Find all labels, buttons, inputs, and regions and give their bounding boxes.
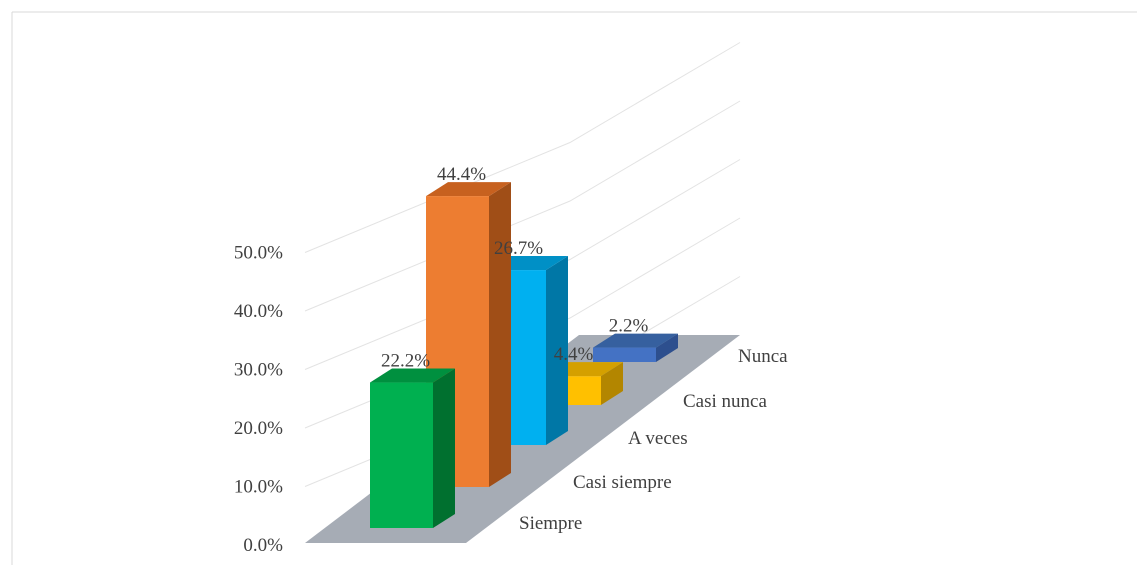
- bar-side: [433, 368, 455, 528]
- data-labels: 22.2% 44.4% 26.7% 4.4% 2.2%: [381, 164, 649, 371]
- category-label: Siempre: [519, 513, 582, 534]
- data-label: 2.2%: [609, 316, 649, 337]
- bar-side: [489, 182, 511, 488]
- gridline: [304, 100, 741, 312]
- y-tick-label: 0.0%: [243, 535, 283, 556]
- gridline: [304, 42, 741, 253]
- bar-top: [370, 368, 455, 383]
- bar-side: [601, 362, 623, 405]
- data-label: 4.4%: [554, 344, 594, 365]
- bar-side: [656, 333, 678, 362]
- y-axis-ticks: 0.0% 10.0% 20.0% 30.0% 40.0% 50.0%: [234, 243, 283, 557]
- bar-top: [426, 182, 511, 197]
- category-label: Nunca: [738, 346, 788, 367]
- y-tick-label: 10.0%: [234, 477, 283, 498]
- bar-front: [593, 347, 656, 362]
- bar-casi-siempre: [426, 182, 511, 488]
- bar-nunca: [593, 333, 678, 362]
- frame-lines: [11, 11, 1137, 565]
- bar-siempre: [370, 368, 455, 528]
- y-tick-label: 30.0%: [234, 360, 283, 381]
- data-label: 26.7%: [494, 238, 543, 259]
- category-label: A veces: [628, 428, 688, 449]
- y-tick-label: 20.0%: [234, 418, 283, 439]
- bars: [370, 182, 678, 528]
- bar-top: [593, 333, 678, 348]
- y-tick-label: 50.0%: [234, 243, 283, 264]
- gridline: [304, 159, 741, 370]
- bar-front: [370, 382, 433, 528]
- data-label: 22.2%: [381, 351, 430, 372]
- bar-side: [546, 256, 568, 445]
- category-label: Casi nunca: [683, 391, 767, 412]
- data-label: 44.4%: [437, 164, 486, 185]
- category-label: Casi siempre: [573, 472, 672, 493]
- y-tick-label: 40.0%: [234, 301, 283, 322]
- category-labels: Siempre Casi siempre A veces Casi nunca Nunc…: [519, 346, 788, 534]
